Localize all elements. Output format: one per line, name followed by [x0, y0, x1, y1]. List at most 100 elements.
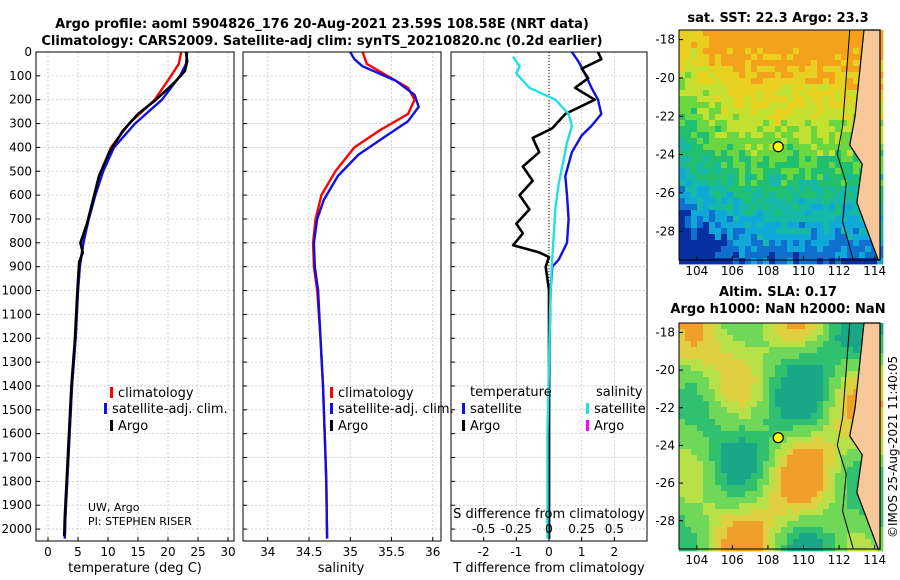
lat-tick-label: -20	[655, 363, 675, 377]
map-cell	[781, 383, 788, 390]
map-cell	[781, 467, 788, 474]
map-cell	[721, 425, 728, 432]
map-cell	[697, 138, 704, 145]
map-cell	[709, 102, 716, 109]
map-cell	[841, 60, 848, 67]
map-cell	[763, 533, 770, 540]
map-cell	[859, 234, 866, 241]
map-cell	[847, 461, 854, 468]
map-cell	[709, 228, 716, 235]
map-cell	[703, 521, 710, 528]
map-cell	[703, 365, 710, 372]
map-cell	[835, 252, 842, 259]
map-cell	[745, 114, 752, 121]
map-cell	[721, 533, 728, 540]
map-cell	[769, 491, 776, 498]
map-cell	[799, 491, 806, 498]
map-cell	[853, 42, 860, 49]
map-cell	[745, 395, 752, 402]
map-cell	[841, 120, 848, 127]
map-cell	[745, 377, 752, 384]
map-cell	[709, 395, 716, 402]
map-cell	[775, 108, 782, 115]
map-cell	[835, 413, 842, 420]
map-cell	[787, 132, 794, 139]
map-cell	[733, 533, 740, 540]
map-cell	[679, 66, 686, 73]
map-cell	[823, 473, 830, 480]
x-tick-label: 35	[343, 545, 358, 559]
map-cell	[787, 162, 794, 169]
map-cell	[697, 533, 704, 540]
map-cell	[781, 72, 788, 79]
map-cell	[697, 347, 704, 354]
map-cell	[835, 234, 842, 241]
map-cell	[781, 252, 788, 259]
map-cell	[769, 503, 776, 510]
map-cell	[757, 419, 764, 426]
map-cell	[829, 323, 836, 330]
map-cell	[715, 539, 722, 546]
map-cell	[853, 383, 860, 390]
map-cell	[775, 425, 782, 432]
map-cell	[679, 54, 686, 61]
map-cell	[733, 36, 740, 43]
map-cell	[763, 545, 770, 552]
map-cell	[799, 150, 806, 157]
map-cell	[709, 521, 716, 528]
map-cell	[847, 389, 854, 396]
map-cell	[733, 371, 740, 378]
map-cell	[727, 198, 734, 205]
map-cell	[745, 48, 752, 55]
map-cell	[775, 168, 782, 175]
map-cell	[805, 180, 812, 187]
map-cell	[853, 377, 860, 384]
map-cell	[787, 48, 794, 55]
map-cell	[817, 389, 824, 396]
map-cell	[691, 431, 698, 438]
map-cell	[829, 174, 836, 181]
map-cell	[733, 329, 740, 336]
map-cell	[715, 144, 722, 151]
map-cell	[799, 78, 806, 85]
map-cell	[799, 54, 806, 61]
map-cell	[739, 138, 746, 145]
map-cell	[847, 359, 854, 366]
map-cell	[793, 90, 800, 97]
map-cell	[781, 132, 788, 139]
map-cell	[715, 222, 722, 229]
map-cell	[679, 353, 686, 360]
map-cell	[757, 252, 764, 259]
map-cell	[835, 240, 842, 247]
map-cell	[757, 323, 764, 330]
map-cell	[685, 102, 692, 109]
map-cell	[757, 132, 764, 139]
map-cell	[727, 108, 734, 115]
map-cell	[709, 96, 716, 103]
map-cell	[703, 66, 710, 73]
map-cell	[745, 126, 752, 133]
map-cell	[685, 210, 692, 217]
map-cell	[853, 461, 860, 468]
map-cell	[781, 371, 788, 378]
map-cell	[835, 168, 842, 175]
map-cell	[811, 168, 818, 175]
map-cell	[697, 401, 704, 408]
map-cell	[697, 246, 704, 253]
map-cell	[703, 425, 710, 432]
map-cell	[679, 377, 686, 384]
map-cell	[679, 132, 686, 139]
map-cell	[811, 72, 818, 79]
map-cell	[697, 383, 704, 390]
map-cell	[781, 491, 788, 498]
map-cell	[697, 335, 704, 342]
map-cell	[703, 371, 710, 378]
map-cell	[775, 341, 782, 348]
map-cell	[703, 389, 710, 396]
map-cell	[805, 162, 812, 169]
map-cell	[823, 485, 830, 492]
lon-tick-label: 112	[828, 553, 851, 567]
map-cell	[763, 186, 770, 193]
legend-s-argo-label: Argo	[594, 419, 624, 434]
map-cell	[709, 204, 716, 211]
